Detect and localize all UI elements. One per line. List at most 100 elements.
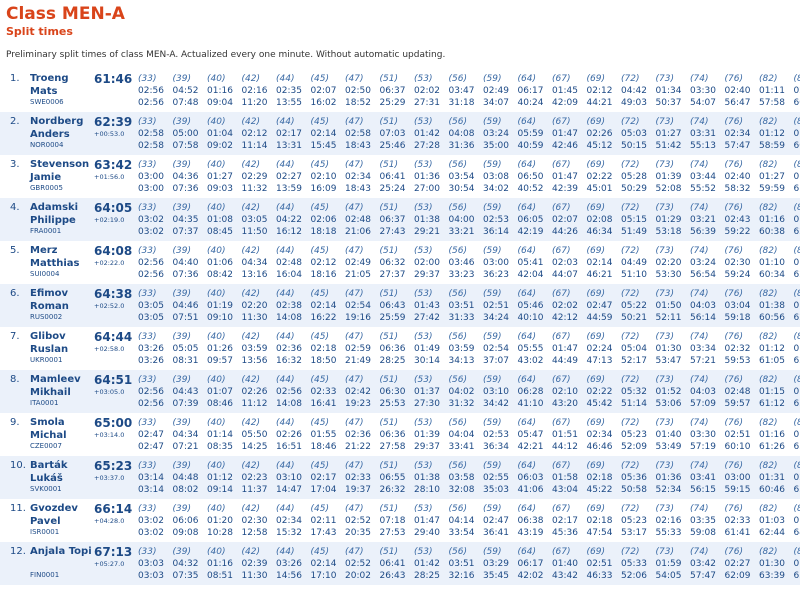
leg-time: 06:36 xyxy=(379,430,406,440)
last-name[interactable]: Roman xyxy=(30,301,69,312)
runner-name[interactable]: Efimov Roman xyxy=(30,287,69,313)
control-code: (59) xyxy=(483,418,502,428)
cumulative-time: 46:33 xyxy=(586,571,613,581)
leg-time: 02:40 xyxy=(724,172,751,182)
runner-name[interactable]: Gvozdev Pavel xyxy=(30,502,78,528)
control-code: (56) xyxy=(448,418,467,428)
control-code: (69) xyxy=(586,375,605,385)
last-name[interactable]: Michal xyxy=(30,430,67,441)
last-name[interactable]: Mikhail xyxy=(30,387,71,398)
control-code: (72) xyxy=(621,246,640,256)
last-name[interactable]: Ruslan xyxy=(30,344,69,355)
leg-time: 01:51 xyxy=(793,559,800,569)
cumulative-time: 41:06 xyxy=(517,485,544,495)
cumulative-time: 08:31 xyxy=(172,356,199,366)
runner-name[interactable]: Nordberg Anders xyxy=(30,115,83,141)
last-name[interactable]: Philippe xyxy=(30,215,76,226)
first-name[interactable]: Troeng xyxy=(30,73,69,84)
cumulative-time: 62:26 xyxy=(793,270,800,280)
runner-name[interactable]: Merz Matthias xyxy=(30,244,80,270)
last-name[interactable]: Lukáš xyxy=(30,473,63,484)
leg-time: 01:03 xyxy=(759,516,785,526)
leg-time: 01:47 xyxy=(552,344,578,354)
control-code: (82) xyxy=(759,160,778,170)
control-code: (84) xyxy=(793,461,800,471)
leg-time: 02:53 xyxy=(483,430,509,440)
first-name[interactable]: Mamleev xyxy=(30,374,81,385)
first-name[interactable]: Glibov xyxy=(30,331,66,342)
leg-time: 01:50 xyxy=(655,301,682,311)
leg-time: 01:20 xyxy=(207,516,233,526)
runner-name[interactable]: Glibov Ruslan xyxy=(30,330,68,356)
control-code: (44) xyxy=(276,203,295,213)
leg-time: 02:52 xyxy=(345,559,371,569)
leg-time: 03:29 xyxy=(483,559,509,569)
cumulative-time: 62:54 xyxy=(793,356,800,366)
control-code: (42) xyxy=(241,547,260,557)
cumulative-time: 13:31 xyxy=(276,141,302,151)
last-name[interactable]: Mats xyxy=(30,86,58,97)
control-code: (64) xyxy=(517,547,536,557)
runner-name[interactable]: Adamski Philippe xyxy=(30,201,78,227)
runner-name[interactable]: Barták Lukáš xyxy=(30,459,67,485)
leg-time: 02:22 xyxy=(586,387,613,397)
control-code: (40) xyxy=(207,74,226,84)
first-name[interactable]: Adamski xyxy=(30,202,79,213)
leg-time: 05:23 xyxy=(621,430,647,440)
first-name[interactable]: Nordberg xyxy=(30,116,84,127)
control-code: (47) xyxy=(345,117,364,127)
total-time: 63:42 xyxy=(94,158,133,172)
time-behind: +04:28.0 xyxy=(94,517,125,525)
control-code: (51) xyxy=(379,74,398,84)
cumulative-time: 37:07 xyxy=(483,356,509,366)
control-code: (39) xyxy=(172,160,191,170)
last-name[interactable]: Matthias xyxy=(30,258,80,269)
first-name[interactable]: Stevenson xyxy=(30,159,90,170)
cumulative-time: 32:16 xyxy=(448,571,475,581)
control-code: (56) xyxy=(448,375,467,385)
cumulative-time: 41:10 xyxy=(517,399,544,409)
cumulative-time: 40:10 xyxy=(517,313,544,323)
control-code: (64) xyxy=(517,246,536,256)
leg-time: 02:52 xyxy=(345,516,371,526)
control-code: (84) xyxy=(793,117,800,127)
cumulative-time: 43:42 xyxy=(552,571,578,581)
first-name[interactable]: Barták xyxy=(30,460,68,471)
leg-time: 04:46 xyxy=(172,301,199,311)
leg-time: 04:52 xyxy=(172,86,199,96)
runner-name[interactable]: Troeng Mats xyxy=(30,72,69,98)
control-codes-row: (33) (39) (40) (42) (44) (45) (47) (51) (53) (56)… xyxy=(138,245,800,257)
leg-time: 02:35 xyxy=(276,86,302,96)
last-name[interactable]: Pavel xyxy=(30,516,61,527)
cumulative-time: 46:21 xyxy=(586,270,613,280)
runner-name[interactable]: Stevenson Jamie xyxy=(30,158,89,184)
leg-time: 02:34 xyxy=(276,516,302,526)
total-time: 64:08 xyxy=(94,244,133,258)
cumulative-time: 53:17 xyxy=(621,528,647,538)
runner-name[interactable]: Anjala Topi xyxy=(30,545,92,558)
leg-time: 01:10 xyxy=(759,258,785,268)
last-name[interactable]: Anders xyxy=(30,129,70,140)
runner-name[interactable]: Smola Michal xyxy=(30,416,67,442)
leg-time: 01:55 xyxy=(310,430,337,440)
runner-row: 8. Mamleev Mikhail ITA0001 64:51 +03:05.… xyxy=(0,370,800,413)
cumulative-time: 25:53 xyxy=(379,399,406,409)
cumulative-time: 59:15 xyxy=(724,485,751,495)
cumulative-time: 57:47 xyxy=(690,571,716,581)
leg-time: 02:16 xyxy=(241,86,268,96)
first-name[interactable]: Gvozdev xyxy=(30,503,78,514)
leg-time: 05:28 xyxy=(621,172,647,182)
first-name[interactable]: Efimov xyxy=(30,288,69,299)
leg-time: 03:35 xyxy=(690,516,716,526)
cumulative-time: 08:45 xyxy=(207,227,233,237)
cumulative-time: 09:02 xyxy=(207,141,233,151)
runner-name[interactable]: Mamleev Mikhail xyxy=(30,373,81,399)
first-name[interactable]: Anjala Topi xyxy=(30,546,92,557)
first-name[interactable]: Merz xyxy=(30,245,58,256)
control-code: (67) xyxy=(552,504,571,514)
control-code: (39) xyxy=(172,332,191,342)
control-code: (56) xyxy=(448,332,467,342)
last-name[interactable]: Jamie xyxy=(30,172,62,183)
control-code: (76) xyxy=(724,332,743,342)
first-name[interactable]: Smola xyxy=(30,417,65,428)
